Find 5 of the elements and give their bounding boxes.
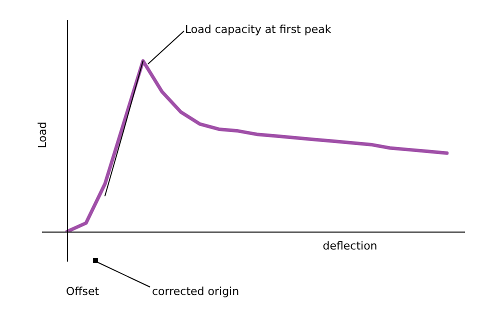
x-axis-title: deflection (322, 239, 378, 252)
text: Offset (66, 284, 100, 298)
text: Load capacity at first peak (185, 22, 332, 36)
text: corrected origin (152, 284, 240, 298)
y-axis-title: Load (36, 122, 49, 148)
